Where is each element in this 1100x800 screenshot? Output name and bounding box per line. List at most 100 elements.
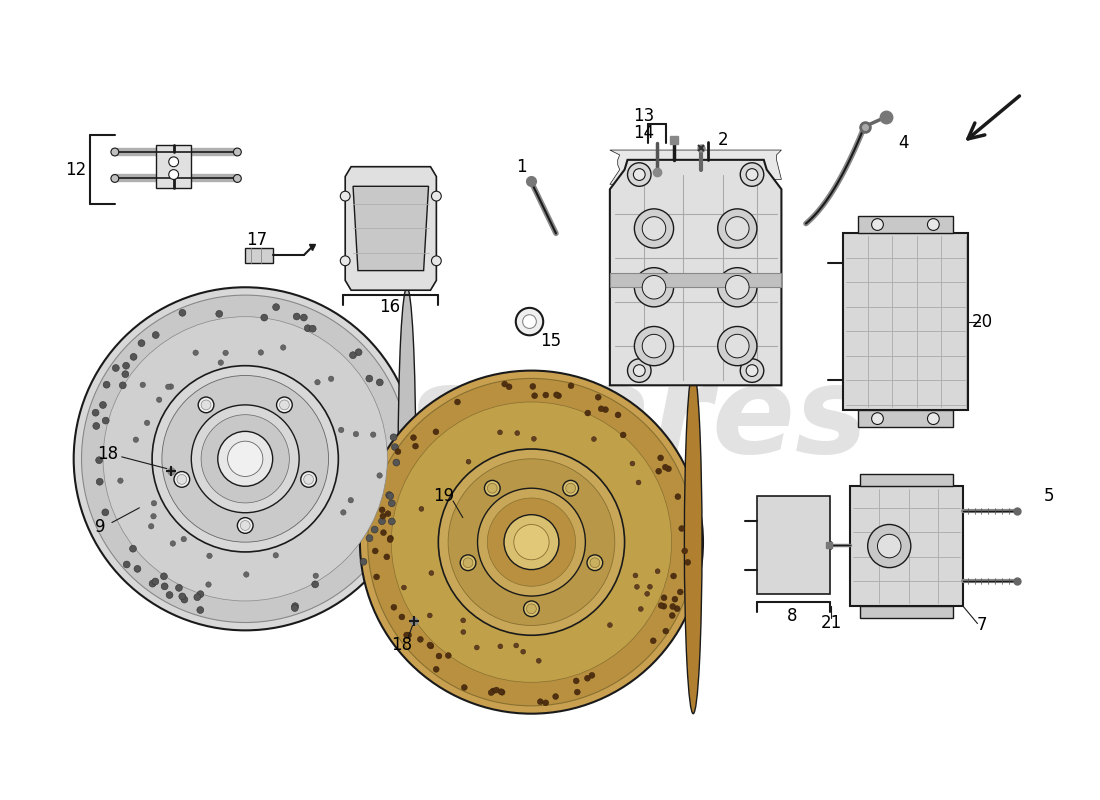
Circle shape <box>627 162 651 186</box>
Circle shape <box>666 466 671 472</box>
Polygon shape <box>348 182 433 275</box>
Circle shape <box>410 434 417 441</box>
Text: 9: 9 <box>95 518 106 537</box>
Circle shape <box>311 581 319 588</box>
Circle shape <box>661 603 667 609</box>
Circle shape <box>381 530 386 535</box>
Circle shape <box>174 471 189 487</box>
Circle shape <box>133 437 139 442</box>
Circle shape <box>427 642 433 648</box>
Circle shape <box>392 444 398 450</box>
Circle shape <box>197 606 204 614</box>
Circle shape <box>360 558 367 565</box>
Circle shape <box>642 217 666 240</box>
Circle shape <box>177 474 187 484</box>
Polygon shape <box>858 410 953 427</box>
Circle shape <box>166 591 173 598</box>
Circle shape <box>273 304 279 310</box>
Circle shape <box>454 399 461 405</box>
Circle shape <box>279 400 289 410</box>
Circle shape <box>350 352 356 358</box>
Circle shape <box>679 526 684 531</box>
Text: 13: 13 <box>634 106 654 125</box>
Circle shape <box>387 535 394 541</box>
Circle shape <box>585 410 591 416</box>
Circle shape <box>527 604 537 614</box>
Circle shape <box>878 534 901 558</box>
Circle shape <box>103 317 387 601</box>
Circle shape <box>102 417 109 424</box>
Circle shape <box>556 393 561 398</box>
Circle shape <box>300 471 317 487</box>
Circle shape <box>151 501 156 506</box>
Circle shape <box>477 488 585 596</box>
Circle shape <box>216 310 222 318</box>
Circle shape <box>656 569 660 574</box>
Circle shape <box>122 370 129 378</box>
Circle shape <box>671 573 676 579</box>
Circle shape <box>162 375 329 542</box>
Circle shape <box>635 209 673 248</box>
Circle shape <box>179 593 186 600</box>
Circle shape <box>180 596 188 603</box>
Circle shape <box>530 383 536 390</box>
Circle shape <box>123 362 130 369</box>
Text: 14: 14 <box>634 124 654 142</box>
Text: 21: 21 <box>821 614 842 633</box>
Circle shape <box>461 618 465 623</box>
Circle shape <box>436 653 442 659</box>
Circle shape <box>395 449 400 454</box>
Circle shape <box>542 392 549 398</box>
Circle shape <box>374 574 379 580</box>
Text: 15: 15 <box>540 332 562 350</box>
Circle shape <box>433 429 439 434</box>
Circle shape <box>474 645 480 650</box>
Circle shape <box>607 622 613 627</box>
Circle shape <box>387 493 394 499</box>
Circle shape <box>868 525 911 568</box>
Circle shape <box>99 402 107 409</box>
Circle shape <box>603 406 608 413</box>
Circle shape <box>292 605 298 611</box>
Circle shape <box>746 365 758 377</box>
Polygon shape <box>609 273 781 287</box>
Circle shape <box>635 584 639 590</box>
Circle shape <box>379 507 385 513</box>
Circle shape <box>206 582 211 587</box>
Circle shape <box>378 518 385 525</box>
Circle shape <box>191 405 299 513</box>
Circle shape <box>150 580 156 587</box>
Circle shape <box>573 678 580 684</box>
Circle shape <box>670 603 675 610</box>
Circle shape <box>656 468 661 474</box>
Circle shape <box>376 379 383 386</box>
Polygon shape <box>609 160 781 386</box>
Circle shape <box>487 483 497 493</box>
Circle shape <box>630 461 635 466</box>
Circle shape <box>674 606 680 612</box>
Circle shape <box>740 359 763 382</box>
Circle shape <box>309 326 316 332</box>
Circle shape <box>81 295 409 622</box>
Circle shape <box>584 675 591 681</box>
Circle shape <box>140 382 145 387</box>
Text: a passion for parts since 1985: a passion for parts since 1985 <box>323 486 701 510</box>
Circle shape <box>595 394 602 400</box>
Circle shape <box>388 518 395 525</box>
Circle shape <box>372 548 378 554</box>
Circle shape <box>648 584 652 589</box>
Circle shape <box>871 413 883 425</box>
Circle shape <box>466 459 471 464</box>
Circle shape <box>663 628 669 634</box>
Circle shape <box>198 397 213 413</box>
Circle shape <box>130 354 138 360</box>
Circle shape <box>675 494 681 499</box>
Circle shape <box>520 650 526 654</box>
Circle shape <box>329 376 334 382</box>
Circle shape <box>280 345 286 350</box>
Circle shape <box>522 314 537 329</box>
Circle shape <box>355 349 362 356</box>
Circle shape <box>201 414 289 503</box>
Circle shape <box>96 457 102 464</box>
Circle shape <box>498 644 503 649</box>
